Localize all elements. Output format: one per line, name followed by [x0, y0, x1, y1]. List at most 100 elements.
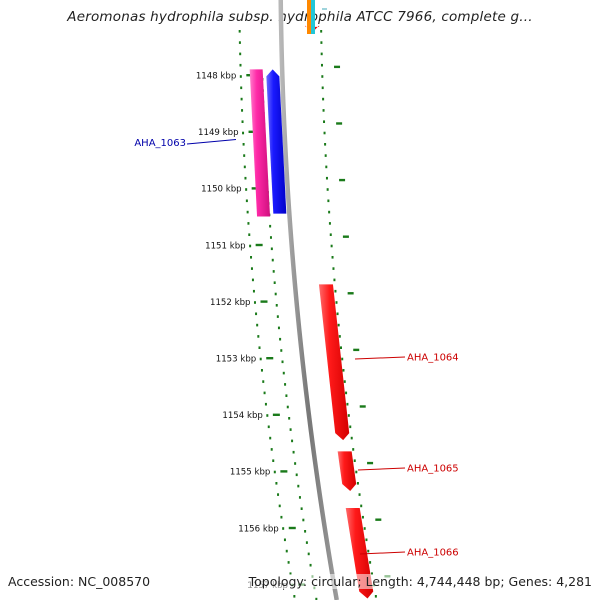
backbone-line [278, 0, 339, 600]
gene-label[interactable]: AHA_1064 [407, 353, 459, 364]
track-dot [320, 30, 323, 33]
track-dot [342, 369, 345, 372]
track-dot [257, 335, 260, 338]
gene-label[interactable]: AHA_1063 [134, 138, 186, 149]
track-dot [279, 337, 282, 341]
track-dot [263, 391, 266, 395]
track-dot [272, 459, 275, 462]
track-dot [240, 86, 243, 90]
track-dot [293, 595, 296, 598]
track-dash [375, 518, 382, 521]
track-dot [276, 315, 279, 318]
track-dot [246, 210, 249, 214]
track-dot [352, 448, 355, 451]
ruler-tick [248, 130, 256, 133]
feature-shape[interactable] [249, 69, 271, 217]
track-dot [245, 188, 248, 191]
track-dot [262, 380, 265, 383]
gene-label[interactable]: AHA_1066 [407, 548, 459, 559]
track-dot [315, 597, 318, 600]
track-dot [327, 199, 330, 203]
track-dot [328, 210, 331, 214]
track-dot [244, 176, 247, 180]
track-dot [324, 154, 327, 157]
track-dot [241, 120, 244, 123]
map-title: Aeromonas hydrophila subsp. hydrophila A… [67, 9, 533, 25]
track-dot [335, 301, 338, 304]
accession-text: Accession: NC_008570 [8, 574, 151, 589]
track-dot [338, 335, 341, 338]
ruler-tick-label: 1155 kbp [230, 468, 271, 478]
ruler-tick-label: 1151 kbp [205, 241, 246, 251]
track-dot [248, 233, 251, 236]
track-dot [255, 312, 258, 316]
track-dot [297, 484, 300, 488]
ruler-tick [266, 357, 274, 360]
track-dot [347, 414, 350, 417]
track-dot [238, 30, 241, 33]
track-dot [241, 109, 244, 112]
track-dash [367, 461, 374, 465]
track-dot [307, 552, 310, 556]
track-dot [272, 270, 275, 273]
label-leader-line [357, 467, 406, 471]
track-dot [341, 357, 344, 361]
track-dash [347, 292, 354, 295]
gene-aha-1065[interactable] [337, 451, 357, 492]
track-dot [277, 326, 280, 330]
gene-label[interactable]: AHA_1065 [407, 464, 459, 475]
track-dot [361, 515, 364, 519]
accession-label: Accession: NC_008570 [8, 574, 151, 589]
track-dot [336, 312, 339, 316]
track-dot [370, 572, 373, 575]
track-dot [273, 470, 276, 474]
gene-aha-1063[interactable] [266, 69, 287, 214]
ruler-tick [272, 413, 280, 416]
track-dot [300, 507, 303, 510]
track-dot [288, 417, 291, 420]
gene-aha-1064[interactable] [318, 284, 350, 441]
topology-text: Topology: circular; Length: 4,744,448 bp… [248, 574, 592, 589]
track-dot [286, 405, 289, 409]
track-dot [323, 131, 326, 135]
track-dot [267, 425, 270, 429]
track-dot [239, 75, 242, 78]
track-dot [250, 256, 253, 259]
track-dot [363, 527, 366, 530]
ruler-tick-label: 1156 kbp [238, 524, 279, 534]
track-dot [242, 143, 245, 146]
track-dash [342, 235, 349, 238]
track-dot [365, 538, 368, 542]
track-dot [298, 496, 301, 499]
track-dot [328, 222, 331, 225]
track-dot [302, 518, 305, 522]
track-dot [259, 357, 262, 361]
track-dot [253, 301, 256, 304]
track-dot [282, 527, 285, 530]
ruler-tick [255, 243, 263, 247]
track-dot [251, 278, 254, 282]
track-dot [295, 473, 298, 477]
track-dot [369, 561, 372, 564]
ruler-tick-label: 1148 kbp [196, 72, 237, 82]
track-dot [277, 493, 280, 496]
track-dot [332, 267, 335, 270]
ruler-tick-label: 1150 kbp [201, 185, 242, 195]
ruler-tick-label: 1153 kbp [216, 355, 257, 365]
ruler-tick-label: 1149 kbp [198, 128, 239, 138]
track-dot [339, 346, 342, 349]
track-dot [282, 371, 285, 375]
track-dot [329, 233, 332, 236]
track-dot [326, 188, 329, 191]
track-dot [258, 346, 261, 349]
track-dot [252, 289, 255, 293]
feature-track [249, 0, 374, 599]
ruler-tick [260, 300, 268, 303]
ruler-tick [288, 526, 296, 530]
track-dot [287, 561, 290, 564]
track-dash [359, 405, 366, 408]
track-dot [269, 236, 272, 239]
label-leader-line [186, 139, 237, 145]
backbone [278, 0, 339, 600]
track-dot [320, 63, 323, 67]
